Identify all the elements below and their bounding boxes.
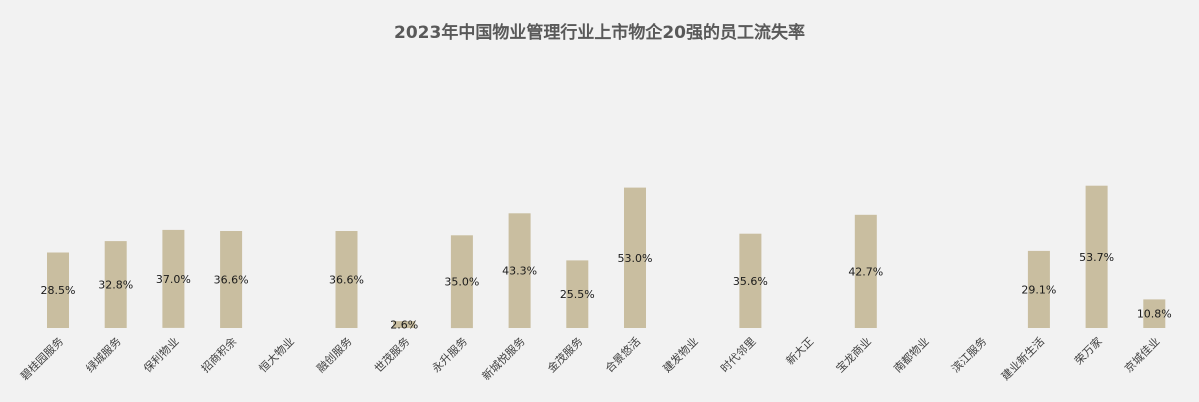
x-tick-label-2: 保利物业 [141,334,182,375]
x-tick-label-8: 新城悦服务 [479,334,528,383]
bar-17 [1027,250,1050,328]
x-tick-label-6: 世茂服务 [371,334,412,375]
x-tick-label-11: 建发物业 [660,334,701,375]
x-tick-label-3: 招商积余 [198,334,239,375]
x-tick-label-0: 碧桂园服务 [17,334,66,383]
data-label-14: 42.7% [848,265,883,278]
data-label-18: 53.7% [1079,251,1114,264]
data-label-3: 36.6% [214,274,249,287]
x-tick-label-14: 宝龙商业 [833,334,874,375]
x-tick-label-12: 时代邻里 [718,335,758,375]
x-tick-label-13: 新大正 [783,334,816,367]
x-tick-label-7: 永升服务 [429,334,470,375]
x-tick-label-5: 融创服务 [314,335,354,375]
data-label-17: 29.1% [1021,283,1056,296]
data-label-5: 36.6% [329,274,364,287]
bar-14 [854,214,877,328]
bar-9 [566,260,589,328]
bar-5 [335,231,358,328]
bar-18 [1085,185,1108,328]
data-label-6: 2.6% [390,319,418,332]
bar-8 [508,213,531,328]
data-label-10: 53.0% [618,252,653,265]
data-label-8: 43.3% [502,265,537,278]
bar-6 [393,321,416,328]
x-tick-label-19: 京城佳业 [1121,334,1162,375]
bar-2 [162,229,185,328]
chart-title: 2023年中国物业管理行业上市物企20强的员工流失率 [394,23,805,43]
data-label-0: 28.5% [41,284,76,297]
bar-10 [624,187,646,328]
x-tick-label-17: 建业新生活 [998,334,1047,383]
x-tick-label-18: 荣万家 [1071,334,1104,367]
x-tick-label-10: 合景悠活 [602,334,643,375]
bar-19 [1143,299,1166,328]
x-tick-label-15: 南都物业 [891,334,932,375]
data-label-1: 32.8% [98,279,133,292]
x-tick-label-1: 绿城服务 [83,334,124,375]
bar-7 [450,235,473,329]
data-label-7: 35.0% [444,276,479,289]
x-tick-label-16: 滨江服务 [948,334,989,375]
data-label-9: 25.5% [560,288,595,301]
x-tick-label-4: 恒大物业 [256,334,297,375]
bar-1 [104,241,127,328]
bar-12 [739,233,762,328]
data-label-12: 35.6% [733,275,768,288]
data-label-2: 37.0% [156,273,191,286]
bar-0 [47,252,69,328]
x-tick-label-9: 金茂服务 [544,334,585,375]
data-label-19: 10.8% [1137,308,1172,321]
bar-3 [220,231,243,328]
